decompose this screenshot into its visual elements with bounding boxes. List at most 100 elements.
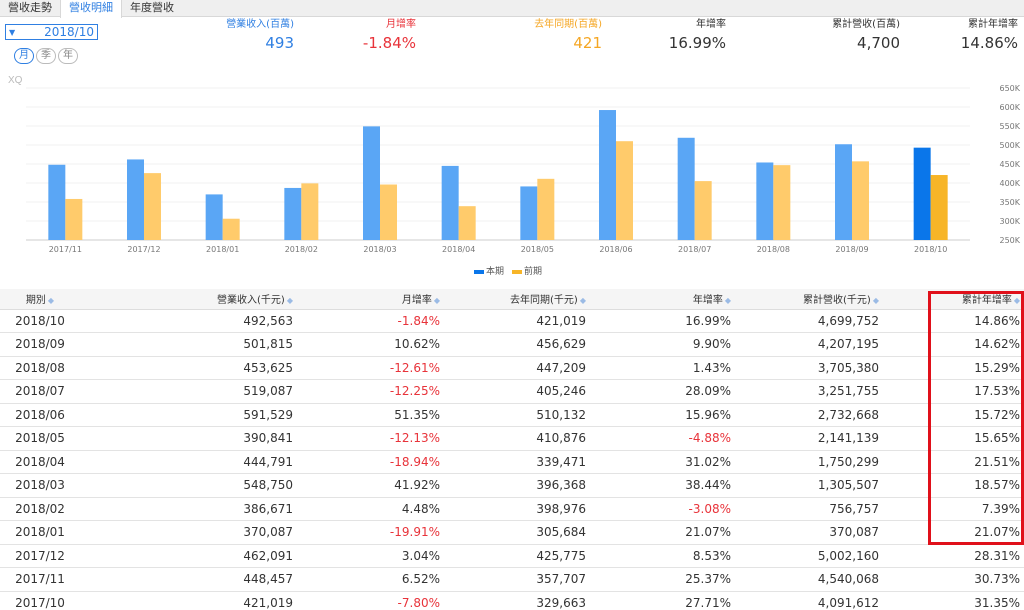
table-cell: 510,132 — [440, 403, 586, 427]
table-row: 2017/12 462,091 3.04% 425,775 8.53% 5,002,160… — [0, 544, 1024, 568]
legend-item-current: 本期 — [474, 264, 504, 277]
quarterly-button[interactable]: 季 — [36, 48, 56, 64]
summary-last-year: 去年同期(百萬) 421 — [522, 19, 602, 53]
table-cell: 405,246 — [440, 379, 586, 404]
column-header-cumulative-yoy[interactable]: 累計年增率 ◆ — [879, 289, 1024, 310]
bar-previous — [694, 181, 712, 240]
table-row: 2017/11 448,457 6.52% 357,707 25.37% 4,540,06… — [0, 567, 1024, 592]
column-header-mom[interactable]: 月增率 ◆ — [293, 289, 440, 310]
bar-current — [835, 144, 852, 240]
yearly-button[interactable]: 年 — [58, 48, 78, 64]
table-cell: 6.52% — [293, 567, 440, 592]
column-header-revenue[interactable]: 營業收入(千元) ◆ — [80, 289, 293, 310]
y-tick-label: 550K — [999, 122, 1020, 131]
y-tick-label: 450K — [999, 160, 1020, 169]
table-cell: 31.02% — [586, 450, 731, 474]
table-cell: 2018/02 — [0, 497, 80, 521]
table-cell: 4,207,195 — [731, 332, 879, 357]
bar-previous — [65, 198, 83, 240]
bar-current — [363, 126, 380, 240]
table-cell: 10.62% — [293, 332, 440, 357]
bar-current — [441, 165, 459, 240]
table-cell: 4.48% — [293, 497, 440, 521]
table-cell: 17.53% — [879, 379, 1024, 404]
table-cell: 2,141,139 — [731, 426, 879, 451]
table-cell: 2018/09 — [0, 332, 80, 357]
table-cell: 14.86% — [879, 309, 1024, 333]
x-tick-label: 2018/06 — [599, 245, 632, 254]
summary-value: 421 — [573, 34, 602, 52]
x-tick-label: 2018/08 — [757, 245, 790, 254]
table-cell: 421,019 — [440, 309, 586, 333]
table-cell: 15.29% — [879, 356, 1024, 380]
table-cell: 2017/12 — [0, 544, 80, 568]
table-cell: -1.84% — [293, 309, 440, 333]
bar-current — [913, 147, 931, 240]
table-cell: 444,791 — [80, 450, 293, 474]
bar-previous — [773, 165, 791, 240]
table-cell: 410,876 — [440, 426, 586, 451]
column-header-last-year[interactable]: 去年同期(千元) ◆ — [440, 289, 586, 310]
table-cell: 370,087 — [80, 520, 293, 545]
table-cell: 15.72% — [879, 403, 1024, 427]
table-cell: -4.88% — [586, 426, 731, 451]
table-row: 2018/04 444,791 -18.94% 339,471 31.02% 1,750,… — [0, 450, 1024, 474]
summary-value: 493 — [265, 34, 294, 52]
bar-previous — [301, 183, 319, 240]
x-tick-label: 2018/03 — [363, 245, 396, 254]
sort-icon: ◆ — [872, 296, 879, 306]
bar-previous — [380, 184, 397, 240]
sort-icon: ◆ — [724, 296, 731, 306]
summary-value: 14.86% — [960, 34, 1018, 52]
table-cell: 16.99% — [586, 309, 731, 333]
table-row: 2018/02 386,671 4.48% 398,976 -3.08% 756,757 7… — [0, 497, 1024, 521]
table-cell: 386,671 — [80, 497, 293, 521]
table-cell: 2018/05 — [0, 426, 80, 451]
tab-bar: 營收走勢 營收明細 年度營收 — [0, 0, 1024, 18]
tab-revenue-trend[interactable]: 營收走勢 — [8, 1, 52, 14]
table-cell: -12.13% — [293, 426, 440, 451]
table-cell: 396,368 — [440, 473, 586, 498]
table-cell: 9.90% — [586, 332, 731, 357]
summary-cumulative-yoy: 累計年增率 14.86% — [948, 19, 1018, 53]
table-cell: 357,707 — [440, 567, 586, 592]
table-cell: 305,684 — [440, 520, 586, 545]
table-cell: 519,087 — [80, 379, 293, 404]
column-header-period[interactable]: 期別 ◆ — [0, 289, 80, 310]
table-cell: 15.96% — [586, 403, 731, 427]
tab-revenue-detail[interactable]: 營收明細 — [60, 0, 122, 18]
table-cell: 1,750,299 — [731, 450, 879, 474]
table-cell: 41.92% — [293, 473, 440, 498]
table-cell: 2017/11 — [0, 567, 80, 592]
period-dropdown[interactable]: ▼ 2018/10 — [5, 24, 98, 40]
table-cell: 15.65% — [879, 426, 1024, 451]
column-header-cumulative[interactable]: 累計營收(千元) ◆ — [731, 289, 879, 310]
table-cell: 1,305,507 — [731, 473, 879, 498]
x-tick-label: 2017/11 — [49, 245, 82, 254]
table-cell: -7.80% — [293, 591, 440, 610]
table-cell: 2018/01 — [0, 520, 80, 545]
monthly-button[interactable]: 月 — [14, 48, 34, 64]
bar-current — [205, 194, 223, 240]
table-row: 2018/10 492,563 -1.84% 421,019 16.99% 4,699,7… — [0, 309, 1024, 333]
x-tick-label: 2018/07 — [678, 245, 711, 254]
bar-previous — [537, 178, 555, 240]
table-cell: -3.08% — [586, 497, 731, 521]
table-cell: 2018/03 — [0, 473, 80, 498]
period-type-group: 月 季 年 — [14, 48, 78, 64]
column-header-yoy[interactable]: 年增率 ◆ — [586, 289, 731, 310]
table-cell: 51.35% — [293, 403, 440, 427]
bar-current — [599, 110, 616, 240]
y-tick-label: 650K — [999, 84, 1020, 93]
table-cell: 2018/06 — [0, 403, 80, 427]
summary-value: 16.99% — [668, 34, 726, 52]
table-cell: 501,815 — [80, 332, 293, 357]
table-cell: 591,529 — [80, 403, 293, 427]
bar-current — [756, 162, 774, 240]
y-tick-label: 250K — [999, 236, 1020, 245]
x-tick-label: 2018/02 — [285, 245, 318, 254]
tab-annual-revenue[interactable]: 年度營收 — [130, 1, 174, 14]
table-cell: 756,757 — [731, 497, 879, 521]
table-cell: 2018/07 — [0, 379, 80, 404]
table-cell: 4,540,068 — [731, 567, 879, 592]
